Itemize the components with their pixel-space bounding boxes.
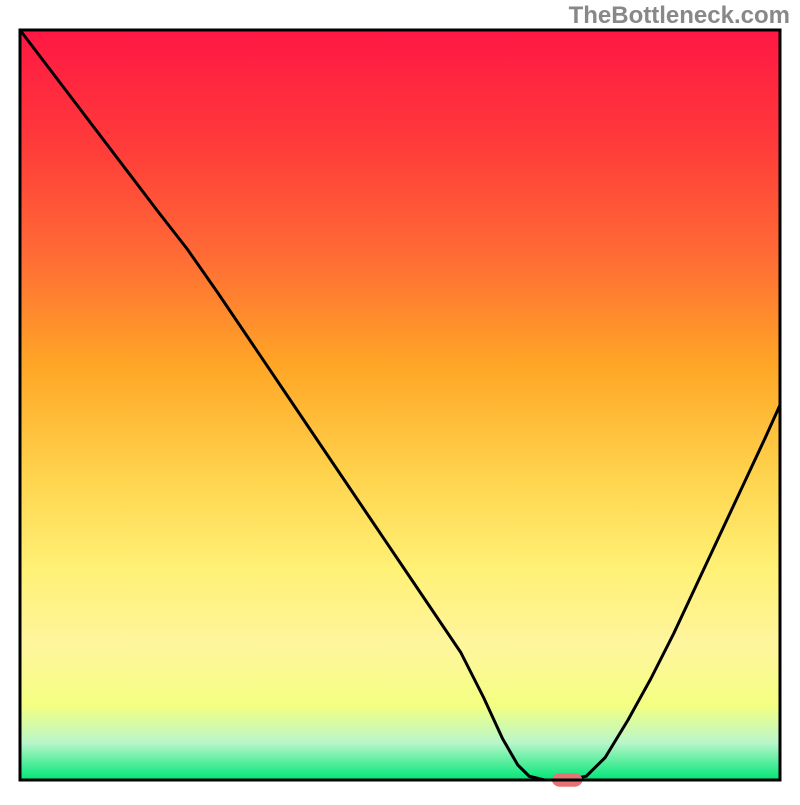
chart-container: TheBottleneck.com <box>0 0 800 800</box>
watermark-text: TheBottleneck.com <box>569 2 790 30</box>
plot-background <box>20 30 780 780</box>
bottleneck-chart <box>0 0 800 800</box>
